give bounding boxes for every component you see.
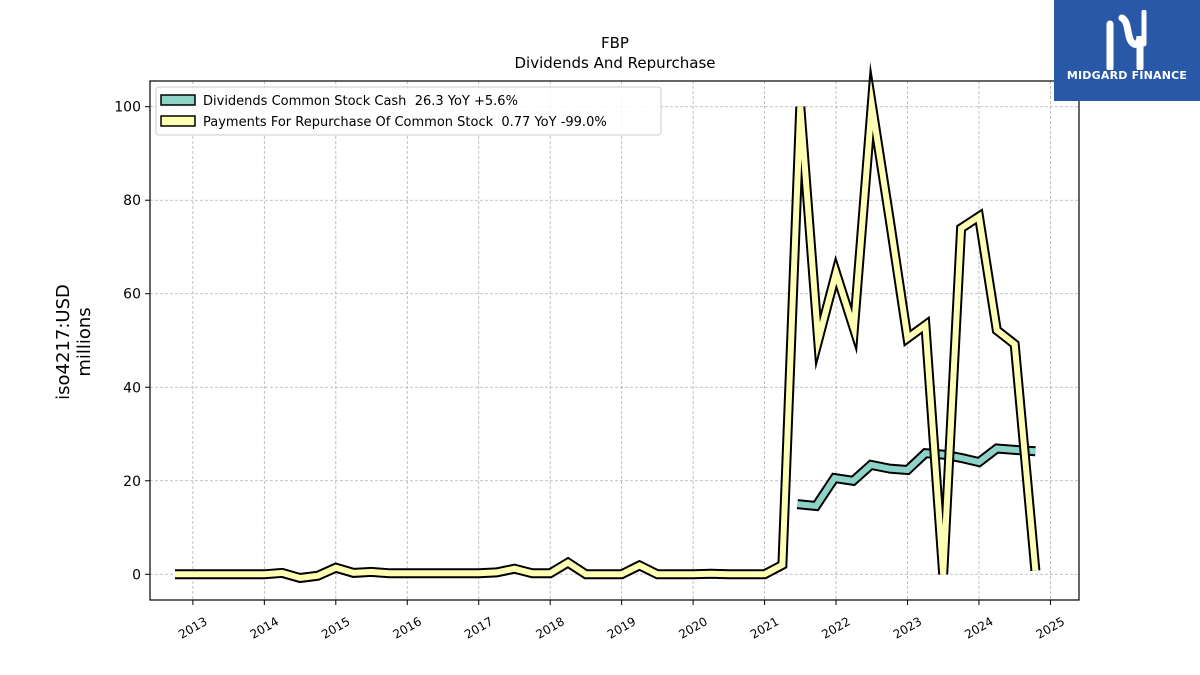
x-tick-label: 2022 <box>819 614 852 641</box>
legend-swatch-repurchase <box>160 115 196 127</box>
legend-label-dividends: Dividends Common Stock Cash 26.3 YoY +5.… <box>203 94 518 109</box>
x-tick-label: 2023 <box>891 614 924 641</box>
series-0 <box>796 443 1036 512</box>
grid <box>150 81 1079 600</box>
plot-frame <box>149 80 1080 601</box>
chart-subtitle: Dividends And Repurchase <box>514 54 715 72</box>
series-line <box>797 445 1036 510</box>
x-tick-label: 2014 <box>248 614 281 641</box>
y-tick-label: 80 <box>123 193 141 209</box>
y-tick-label: 0 <box>132 567 141 583</box>
series-layer <box>175 61 1041 584</box>
brand-logo: MIDGARD FINANCE <box>1054 0 1200 101</box>
x-tick-label: 2013 <box>176 614 209 641</box>
y-tick-label: 20 <box>123 474 141 490</box>
x-tick-label: 2017 <box>462 614 495 641</box>
series-line <box>175 78 1039 582</box>
legend-swatch-dividends <box>160 94 196 106</box>
x-tick-label: 2025 <box>1034 614 1067 641</box>
x-tick-label: 2018 <box>533 614 566 641</box>
x-tick-label: 2019 <box>605 614 638 641</box>
y-axis-label-units: millions <box>74 307 95 376</box>
x-tick-label: 2015 <box>319 614 352 641</box>
logo-text: MIDGARD FINANCE <box>1066 69 1188 82</box>
y-tick-label: 40 <box>123 380 141 396</box>
x-tick-label: 2016 <box>391 614 424 641</box>
y-tick-label: 100 <box>114 100 141 116</box>
x-tick-label: 2024 <box>962 614 995 641</box>
logo-mark-icon <box>1106 10 1147 70</box>
x-tick-label: 2020 <box>676 614 709 641</box>
legend-label-repurchase: Payments For Repurchase Of Common Stock … <box>203 115 607 130</box>
y-axis-label: iso4217:USD <box>53 284 74 400</box>
x-tick-label: 2021 <box>748 614 781 641</box>
y-tick-label: 60 <box>123 287 141 303</box>
chart-title: FBP <box>601 34 629 52</box>
series-1 <box>175 61 1041 584</box>
legend: Dividends Common Stock Cash 26.3 YoY +5.… <box>155 86 662 136</box>
legend-box <box>155 86 662 136</box>
